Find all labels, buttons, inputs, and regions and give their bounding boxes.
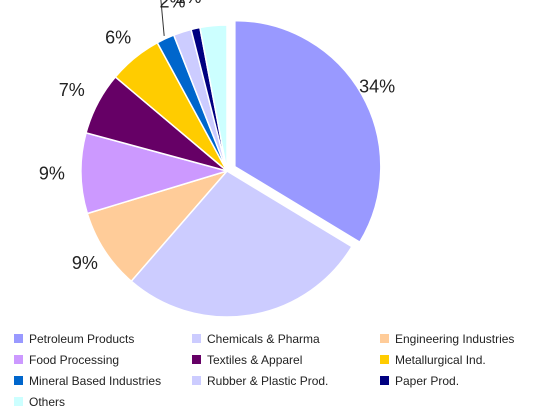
legend-swatch [192, 334, 201, 343]
legend-item-others: Others [14, 395, 192, 409]
pie-slice-others [199, 24, 228, 172]
pie-slice-engineering-industries [86, 169, 230, 283]
leader-lines [160, 0, 165, 37]
legend-row: Others [14, 391, 534, 412]
legend-row: Mineral Based Industries Rubber & Plastic… [14, 370, 534, 391]
legend-item-chemicals-and-pharma: Chemicals & Pharma [192, 332, 380, 346]
legend-label: Metallurgical Ind. [395, 352, 486, 367]
slice-labels: 34%9%9%7%6%2%2%1%3% [39, 0, 395, 273]
legend-label: Chemicals & Pharma [207, 331, 320, 346]
legend-label: Textiles & Apparel [207, 352, 303, 367]
legend-item-engineering-industries: Engineering Industries [380, 332, 534, 346]
legend-swatch [380, 355, 389, 364]
slice-label-rubber-and-plastic-prod: 2% [159, 0, 185, 11]
legend-label: Food Processing [29, 352, 120, 367]
legend-label: Rubber & Plastic Prod. [207, 373, 329, 388]
legend-row: Petroleum Products Chemicals & Pharma Engi… [14, 328, 534, 349]
slice-label-paper-prod: 1% [176, 0, 202, 7]
slice-label-food-processing: 9% [39, 164, 65, 184]
slice-label-engineering-industries: 9% [72, 253, 98, 273]
slice-label-metallurgical-ind: 6% [105, 28, 131, 48]
pie-slices [80, 19, 382, 318]
legend-item-textiles-and-apparel: Textiles & Apparel [192, 353, 380, 367]
legend-swatch [14, 397, 23, 406]
legend-swatch [14, 355, 23, 364]
legend-label: Paper Prod. [395, 373, 460, 388]
legend-swatch [380, 334, 389, 343]
legend: Petroleum Products Chemicals & Pharma Engi… [14, 328, 534, 412]
legend-label: Engineering Industries [395, 331, 515, 346]
slice-label-textiles-and-apparel: 7% [59, 80, 85, 100]
slice-label-others: 3% [197, 0, 223, 4]
legend-item-food-processing: Food Processing [14, 353, 192, 367]
legend-label: Others [29, 394, 66, 409]
legend-label: Mineral Based Industries [29, 373, 162, 388]
legend-item-rubber-and-plastic-prod: Rubber & Plastic Prod. [192, 374, 380, 388]
legend-swatch [14, 376, 23, 385]
leader-line-mineral-based-industries [160, 0, 165, 37]
legend-swatch [192, 355, 201, 364]
pie-slice-chemicals-and-pharma [130, 170, 353, 318]
legend-swatch [14, 334, 23, 343]
legend-item-petroleum-products: Petroleum Products [14, 332, 192, 346]
slice-label-petroleum-products: 34% [359, 76, 395, 96]
legend-item-paper-prod: Paper Prod. [380, 374, 534, 388]
pie-slice-food-processing [80, 131, 230, 215]
legend-label: Petroleum Products [29, 331, 135, 346]
legend-item-metallurgical-ind: Metallurgical Ind. [380, 353, 534, 367]
legend-row: Food Processing Textiles & Apparel Metallu… [14, 349, 534, 370]
legend-swatch [380, 376, 389, 385]
legend-swatch [192, 376, 201, 385]
pie-chart: 34%9%9%7%6%2%2%1%3% [39, 0, 395, 318]
legend-item-mineral-based-industries: Mineral Based Industries [14, 374, 192, 388]
pie-slice-petroleum-products [234, 19, 382, 244]
